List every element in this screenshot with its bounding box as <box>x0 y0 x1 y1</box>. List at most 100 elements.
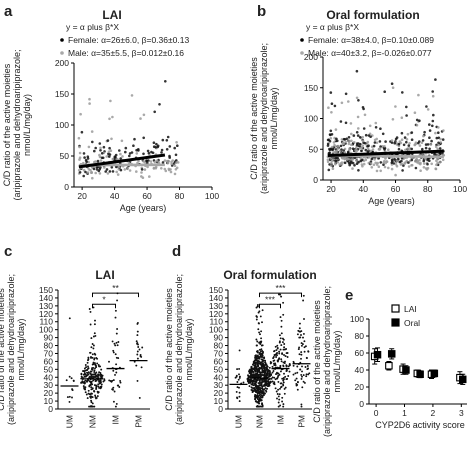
data-point <box>410 147 414 151</box>
data-point <box>400 131 404 135</box>
data-point <box>278 350 281 353</box>
data-point <box>336 161 340 164</box>
data-point <box>431 90 435 93</box>
data-point <box>434 167 438 170</box>
data-point <box>147 159 150 162</box>
data-point <box>260 353 263 356</box>
data-point <box>261 352 264 354</box>
data-point <box>278 393 281 396</box>
data-point <box>253 387 256 390</box>
data-point <box>135 340 138 343</box>
data-point <box>269 362 272 365</box>
data-point <box>248 380 251 383</box>
x-tick-label: 1 <box>402 408 407 418</box>
data-point <box>307 350 310 353</box>
y-tick-label: 70 <box>44 348 54 358</box>
data-point-oral <box>373 350 382 359</box>
data-point <box>267 385 270 388</box>
data-point <box>259 388 262 391</box>
x-tick-label: 0 <box>374 408 379 418</box>
data-point <box>296 333 299 336</box>
data-point <box>277 372 280 375</box>
data-point <box>135 152 139 155</box>
x-axis-label: CYP2D6 activity score <box>375 420 465 430</box>
y-tick-label: 140 <box>209 293 223 303</box>
data-point <box>369 162 373 165</box>
data-point <box>437 126 440 129</box>
data-point <box>407 144 411 147</box>
data-point <box>408 142 411 145</box>
significance-label: * <box>102 294 106 304</box>
data-point <box>112 349 115 352</box>
data-point <box>250 386 253 389</box>
y-axis-label: C/D ratio of the active moieties <box>249 57 259 180</box>
data-point <box>271 376 274 379</box>
data-point <box>333 104 337 108</box>
data-point <box>331 167 335 170</box>
data-point <box>167 159 170 163</box>
data-point <box>348 147 351 150</box>
data-point <box>375 141 379 144</box>
data-point <box>93 390 95 392</box>
data-point <box>414 166 418 170</box>
data-point <box>277 395 280 398</box>
data-point <box>250 365 253 368</box>
data-point <box>155 142 158 146</box>
data-point <box>90 346 93 349</box>
x-tick-label: 40 <box>110 191 120 201</box>
data-point <box>117 384 120 387</box>
data-point <box>422 134 425 138</box>
data-point <box>283 346 286 349</box>
data-point <box>378 147 382 150</box>
data-point <box>83 375 86 378</box>
data-point <box>136 330 139 333</box>
data-point <box>238 395 241 398</box>
data-point <box>436 161 439 165</box>
data-point <box>97 385 100 388</box>
y-tick-label: 140 <box>39 293 53 303</box>
data-point <box>300 353 303 356</box>
data-point <box>387 166 390 170</box>
data-point <box>91 405 94 408</box>
data-point <box>248 370 251 373</box>
y-tick-label: 10 <box>44 396 54 406</box>
data-point <box>351 161 355 165</box>
data-point <box>168 154 171 158</box>
data-point <box>270 373 272 376</box>
data-point <box>115 402 118 405</box>
data-point <box>164 169 168 173</box>
data-point <box>88 405 91 408</box>
data-point <box>332 141 336 144</box>
data-point <box>439 141 443 144</box>
y-axis-label: C/D ratio of the active moieties <box>312 300 322 423</box>
data-point <box>330 111 333 114</box>
data-point-oral <box>387 350 396 358</box>
data-point <box>299 368 302 371</box>
data-point <box>78 145 81 149</box>
data-point <box>91 140 94 144</box>
data-point <box>346 150 350 154</box>
data-point <box>355 69 359 73</box>
data-point <box>132 144 135 147</box>
data-point <box>301 365 303 368</box>
data-point <box>83 156 86 159</box>
data-point <box>362 162 366 166</box>
data-point <box>264 392 266 395</box>
data-point <box>68 375 71 378</box>
x-tick-label: 20 <box>77 191 87 201</box>
data-point <box>102 145 106 149</box>
data-point <box>305 357 308 360</box>
data-point <box>430 139 433 143</box>
data-point <box>417 161 420 165</box>
data-point <box>282 313 285 316</box>
data-point <box>355 162 359 165</box>
data-point <box>281 337 284 340</box>
x-tick-label: 60 <box>391 184 401 194</box>
data-point <box>109 380 112 382</box>
data-point <box>390 139 394 142</box>
data-point <box>278 334 281 337</box>
data-point <box>428 147 431 151</box>
data-point <box>251 379 254 382</box>
data-point <box>95 356 98 359</box>
